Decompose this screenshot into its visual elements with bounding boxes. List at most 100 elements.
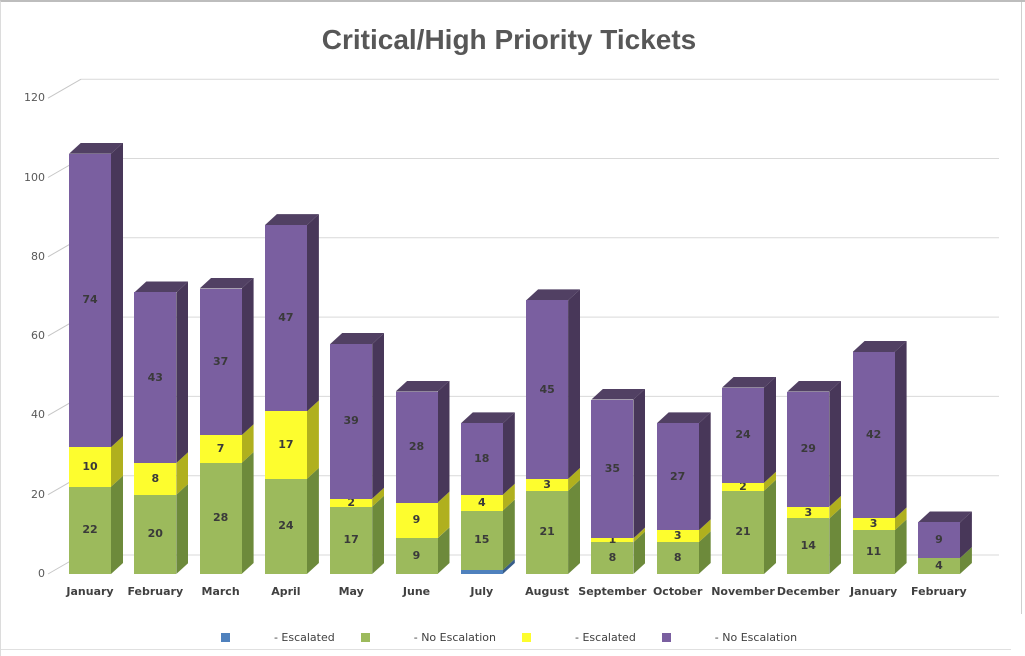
x-axis-label: September (578, 585, 647, 598)
bar-segment-front (526, 478, 569, 491)
bar-segment-front (395, 391, 438, 503)
bar-top-face (722, 376, 776, 388)
y-axis-tick-label: 120 (24, 91, 45, 105)
bar-segment-front (526, 490, 569, 574)
x-axis-label: October (652, 585, 703, 598)
bar-segment-value: 21 (539, 525, 555, 539)
x-axis-label: January (849, 585, 898, 598)
bar-segment-front (199, 288, 242, 436)
bar-segment-value: 43 (147, 370, 163, 384)
bar-top-face (199, 277, 254, 289)
bar-segment-side (633, 389, 645, 539)
bar-segment-front (69, 447, 111, 487)
bar-segment-value: 8 (673, 551, 682, 565)
bar-segment-side (764, 377, 776, 483)
bar-segment-front (591, 542, 634, 574)
bar-segment-value: 45 (539, 382, 555, 396)
y-axis-tick-label: 60 (31, 329, 45, 343)
bar-segment-value: 3 (673, 529, 682, 543)
bar-segment-value: 37 (212, 354, 229, 368)
bar-top-face (787, 380, 842, 392)
bar-top-face (591, 388, 646, 400)
bar-segment-value: 3 (804, 505, 813, 519)
bar-segment-side (438, 527, 450, 574)
bar-segment-value: 18 (474, 452, 490, 465)
bar-segment-front (330, 498, 373, 507)
bar-top-face (264, 214, 319, 226)
bar-top-face (69, 142, 123, 154)
bar-segment-front (134, 292, 177, 463)
x-axis-label: December (776, 585, 840, 598)
bar-segment-front (460, 510, 503, 571)
bar-segment-value: 8 (608, 551, 617, 565)
legend-item: - Escalated (522, 631, 636, 644)
bar-top-face (134, 281, 189, 293)
bar-segment-front (199, 435, 242, 463)
x-axis-label: August (525, 585, 570, 598)
x-axis-label: June (402, 585, 431, 598)
bar-segment-front (591, 399, 634, 539)
bar-segment-value: 8 (151, 471, 160, 485)
bar-segment-front (656, 530, 699, 543)
bar-segment-side (895, 341, 907, 519)
x-axis-label: May (338, 585, 364, 598)
bar-segment-front (722, 387, 764, 483)
bar-segment-side (111, 476, 123, 574)
bar-segment-value: 9 (935, 533, 943, 547)
bar-segment-value: 29 (800, 442, 816, 456)
bar-segment-side (699, 531, 711, 574)
bar-segment-front (330, 506, 373, 574)
bar-segment-front (199, 462, 242, 574)
bar-segment-front (917, 558, 960, 574)
bar-segment-front (460, 494, 503, 511)
bar-segment-value: 35 (604, 461, 621, 475)
bar-segment-value: 22 (82, 523, 98, 537)
bar-segment-front (852, 351, 895, 519)
legend-label: - No Escalation (714, 631, 798, 644)
bar-segment-value: 47 (278, 311, 294, 325)
x-axis-label: April (271, 585, 301, 598)
bar-segment-side (307, 400, 319, 478)
bar-segment-value: 4 (477, 495, 486, 509)
bar-segment-side (503, 500, 515, 570)
bar-segment-front (787, 506, 830, 519)
bar-segment-value: 3 (543, 477, 551, 491)
frame-right-border (1021, 2, 1022, 614)
bar-segment-front (330, 344, 373, 499)
bar-segment-value: 17 (343, 533, 359, 547)
x-axis-label: November (711, 585, 775, 598)
bar-segment-side (242, 278, 254, 436)
legend-label: - No Escalation (413, 631, 496, 644)
bar-segment-value: 2 (347, 495, 356, 509)
bar-segment-front (134, 462, 177, 495)
bar-segment-value: 28 (212, 511, 229, 525)
x-axis-label: July (470, 585, 494, 598)
legend-label: - Escalated (575, 631, 636, 644)
legend-swatch (360, 633, 370, 642)
bar-segment-front (264, 411, 307, 479)
bar-segment-value: 20 (147, 527, 163, 541)
bar-segment-side (895, 519, 907, 574)
bar-segment-value: 7 (216, 442, 225, 456)
legend-label: - Escalated (273, 631, 335, 644)
bar-segment-front (526, 300, 569, 479)
bar-segment-front (917, 522, 960, 559)
bar-segment-side (307, 214, 319, 411)
bar-segment-front (591, 538, 634, 543)
bar-segment-front (722, 482, 764, 491)
bar-segment-front (787, 518, 830, 574)
bar-segment-value: 2 (739, 479, 747, 493)
y-axis-tick-label: 80 (31, 249, 45, 263)
bar-segment-side (633, 531, 645, 574)
bar-segment-side (568, 289, 580, 478)
bar-segment-value: 21 (735, 525, 751, 539)
bar-segment-side (372, 496, 384, 574)
bar-segment-side (764, 480, 776, 574)
bar-top-face (526, 289, 581, 301)
bar-segment-front (722, 490, 764, 574)
bar-segment-side (242, 452, 254, 574)
y-axis-tick-label: 100 (24, 170, 45, 184)
legend: - Escalated - No Escalation - Escalated - N… (1, 631, 1017, 644)
bar-segment-value: 28 (408, 440, 425, 454)
